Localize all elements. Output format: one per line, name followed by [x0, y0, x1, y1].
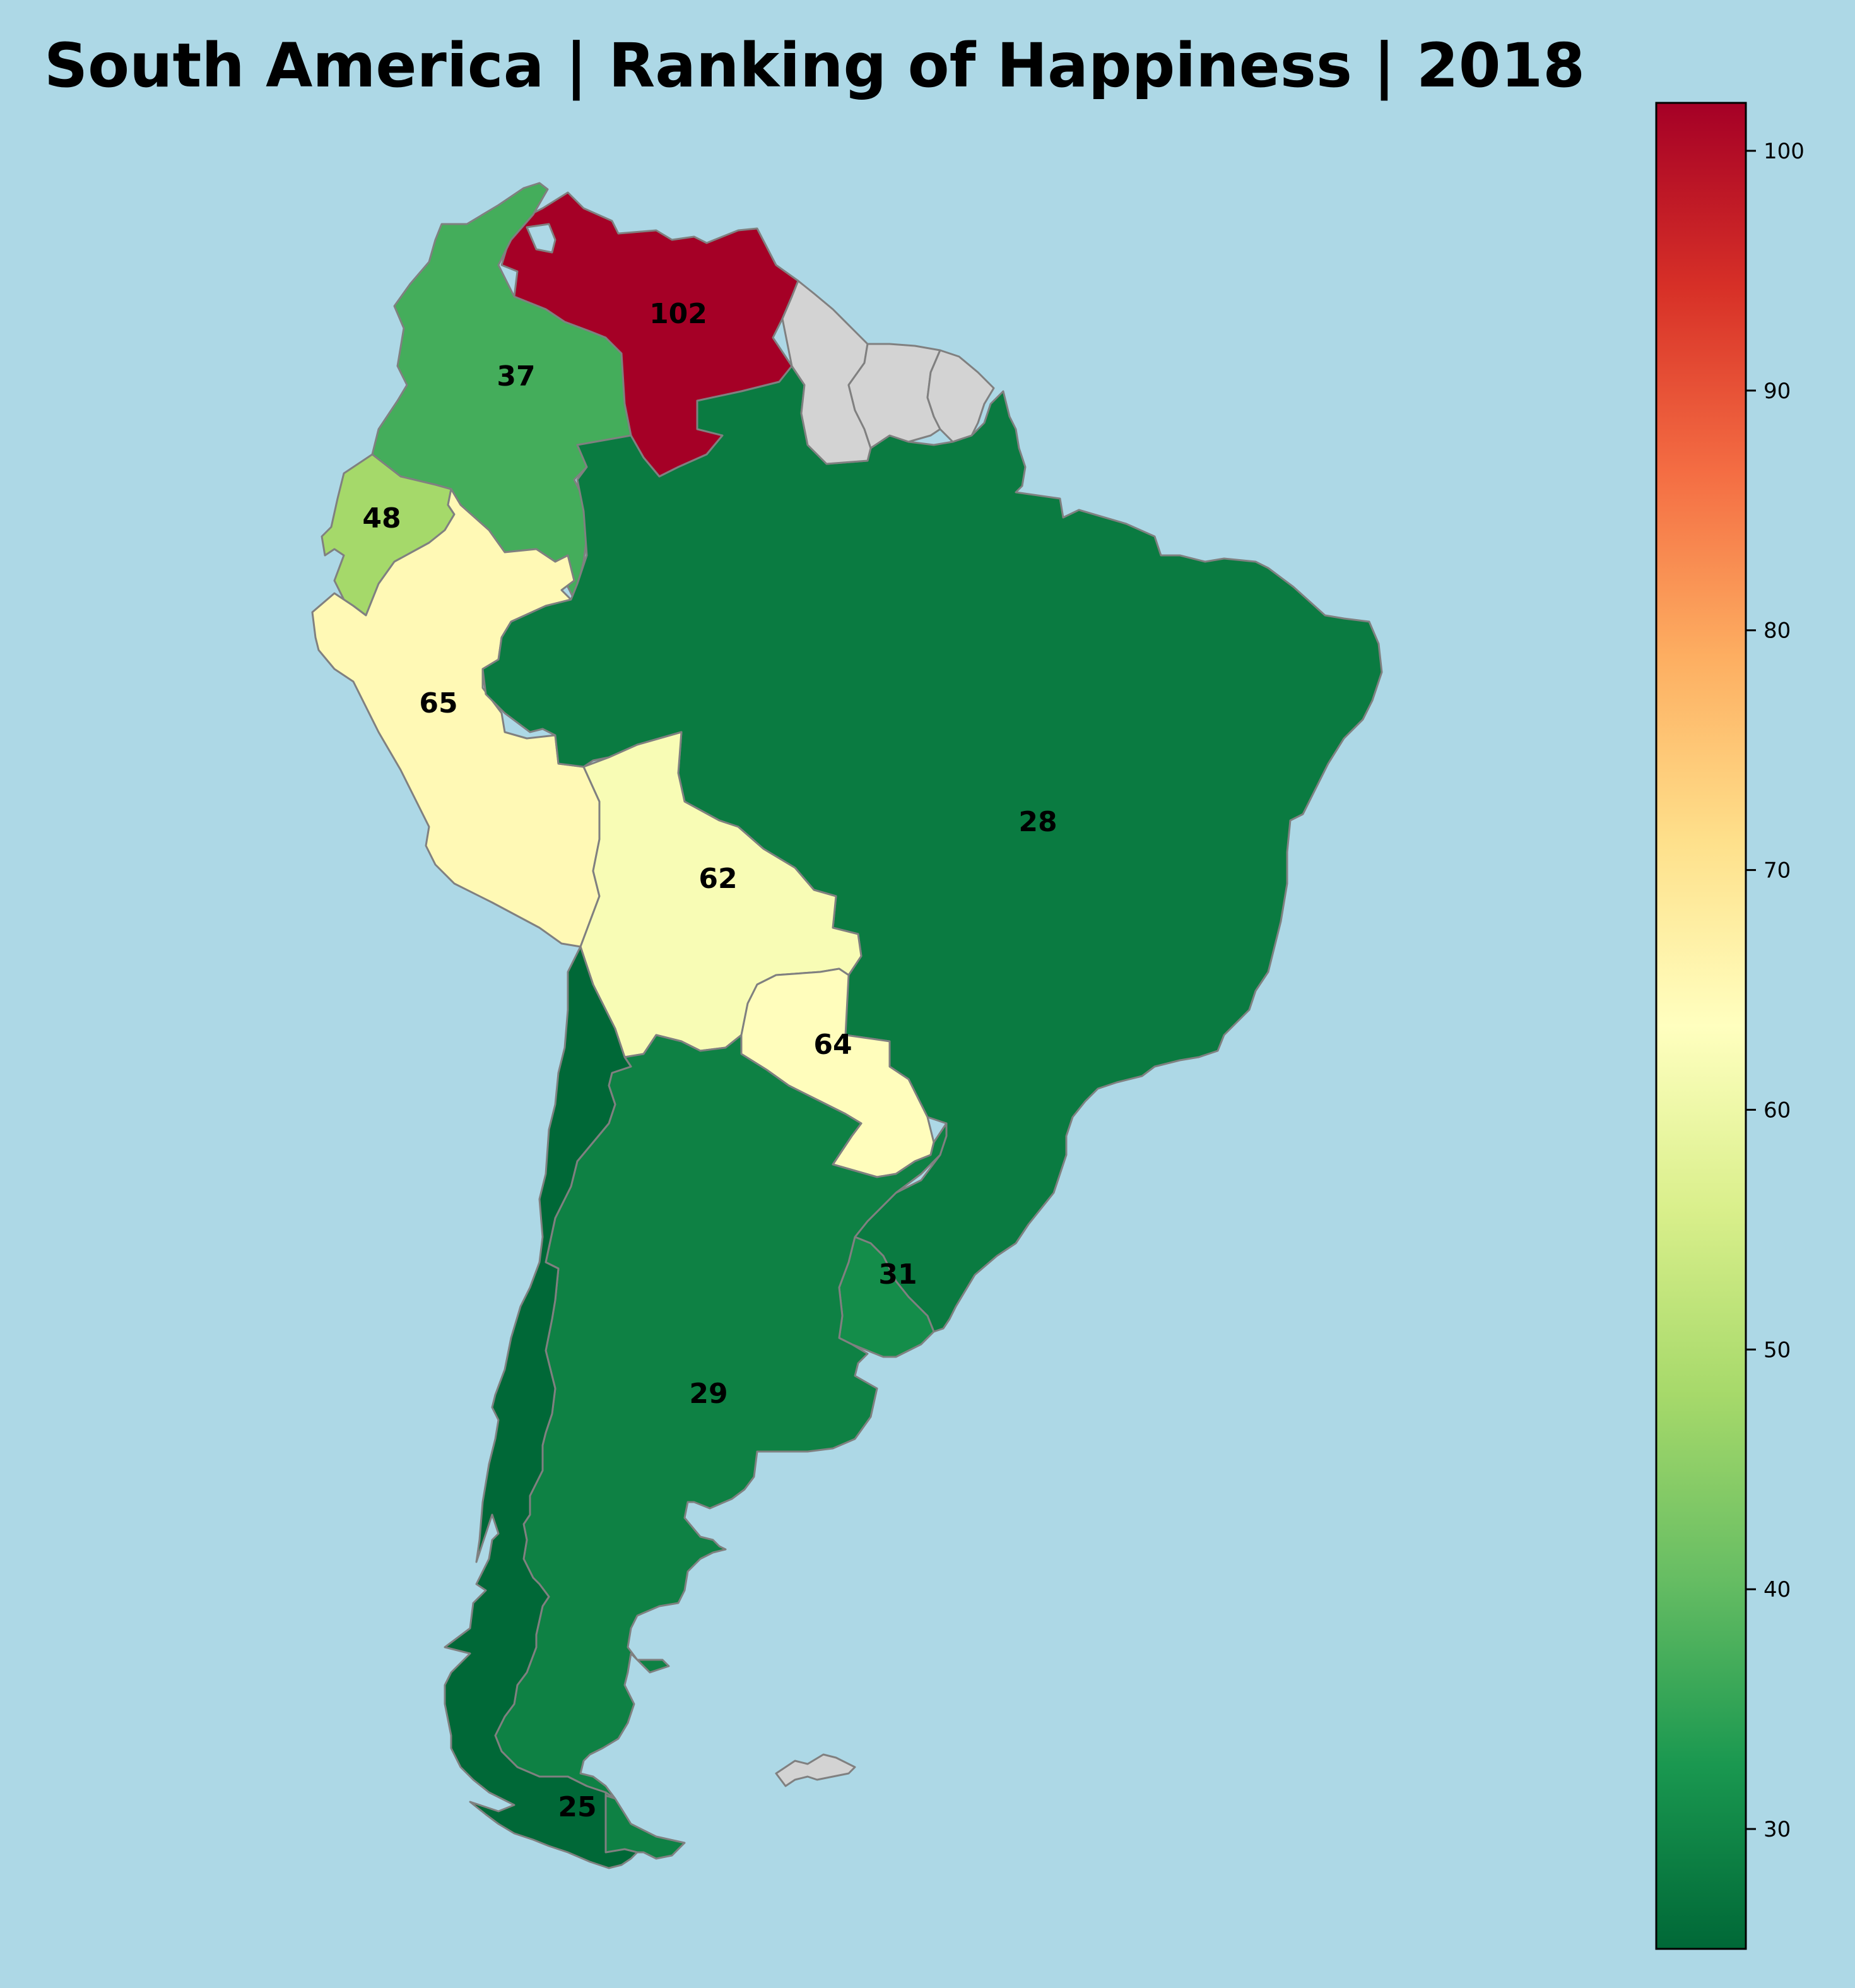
rank-label-paraguay: 64: [813, 1029, 852, 1061]
colorbar-gradient: [1655, 102, 1747, 1950]
rank-label-bolivia: 62: [698, 863, 737, 895]
colorbar-ticks: 30 40 50 60 70 80 90 100: [1746, 139, 1805, 1842]
rank-label-peru: 65: [419, 687, 457, 719]
rank-label-chile: 25: [558, 1791, 596, 1823]
map-title: South America | Ranking of Happiness | 2…: [44, 30, 1586, 101]
rank-label-venezuela: 102: [649, 298, 707, 330]
colorbar-tick-label: 30: [1764, 1817, 1791, 1842]
country-chile[interactable]: [444, 945, 639, 1869]
colorbar-tick-label: 40: [1764, 1577, 1791, 1602]
rank-label-colombia: 37: [497, 360, 535, 393]
colorbar-tick-label: 70: [1764, 858, 1791, 884]
rank-label-uruguay: 31: [878, 1258, 917, 1291]
rank-label-ecuador: 48: [362, 502, 401, 535]
colorbar-tick-label: 50: [1764, 1337, 1791, 1363]
colorbar: 30 40 50 60 70 80 90 100: [1655, 102, 1805, 1950]
colorbar-tick-label: 100: [1764, 139, 1805, 164]
rank-label-brazil: 28: [1018, 806, 1057, 838]
rank-label-argentina: 29: [689, 1378, 727, 1410]
region-french-guiana-no-data: [926, 349, 995, 443]
region-falkland-islands-no-data: [775, 1753, 856, 1787]
colorbar-tick-label: 80: [1764, 618, 1791, 644]
colorbar-tick-label: 60: [1764, 1098, 1791, 1123]
country-brazil[interactable]: [481, 365, 1383, 1333]
colorbar-tick-label: 90: [1764, 379, 1791, 404]
rank-labels-layer: 102 37 48 65 28 62 64 31 29 25: [362, 298, 1057, 1823]
countries-layer: [311, 182, 1383, 1869]
region-suriname-no-data: [847, 343, 941, 449]
